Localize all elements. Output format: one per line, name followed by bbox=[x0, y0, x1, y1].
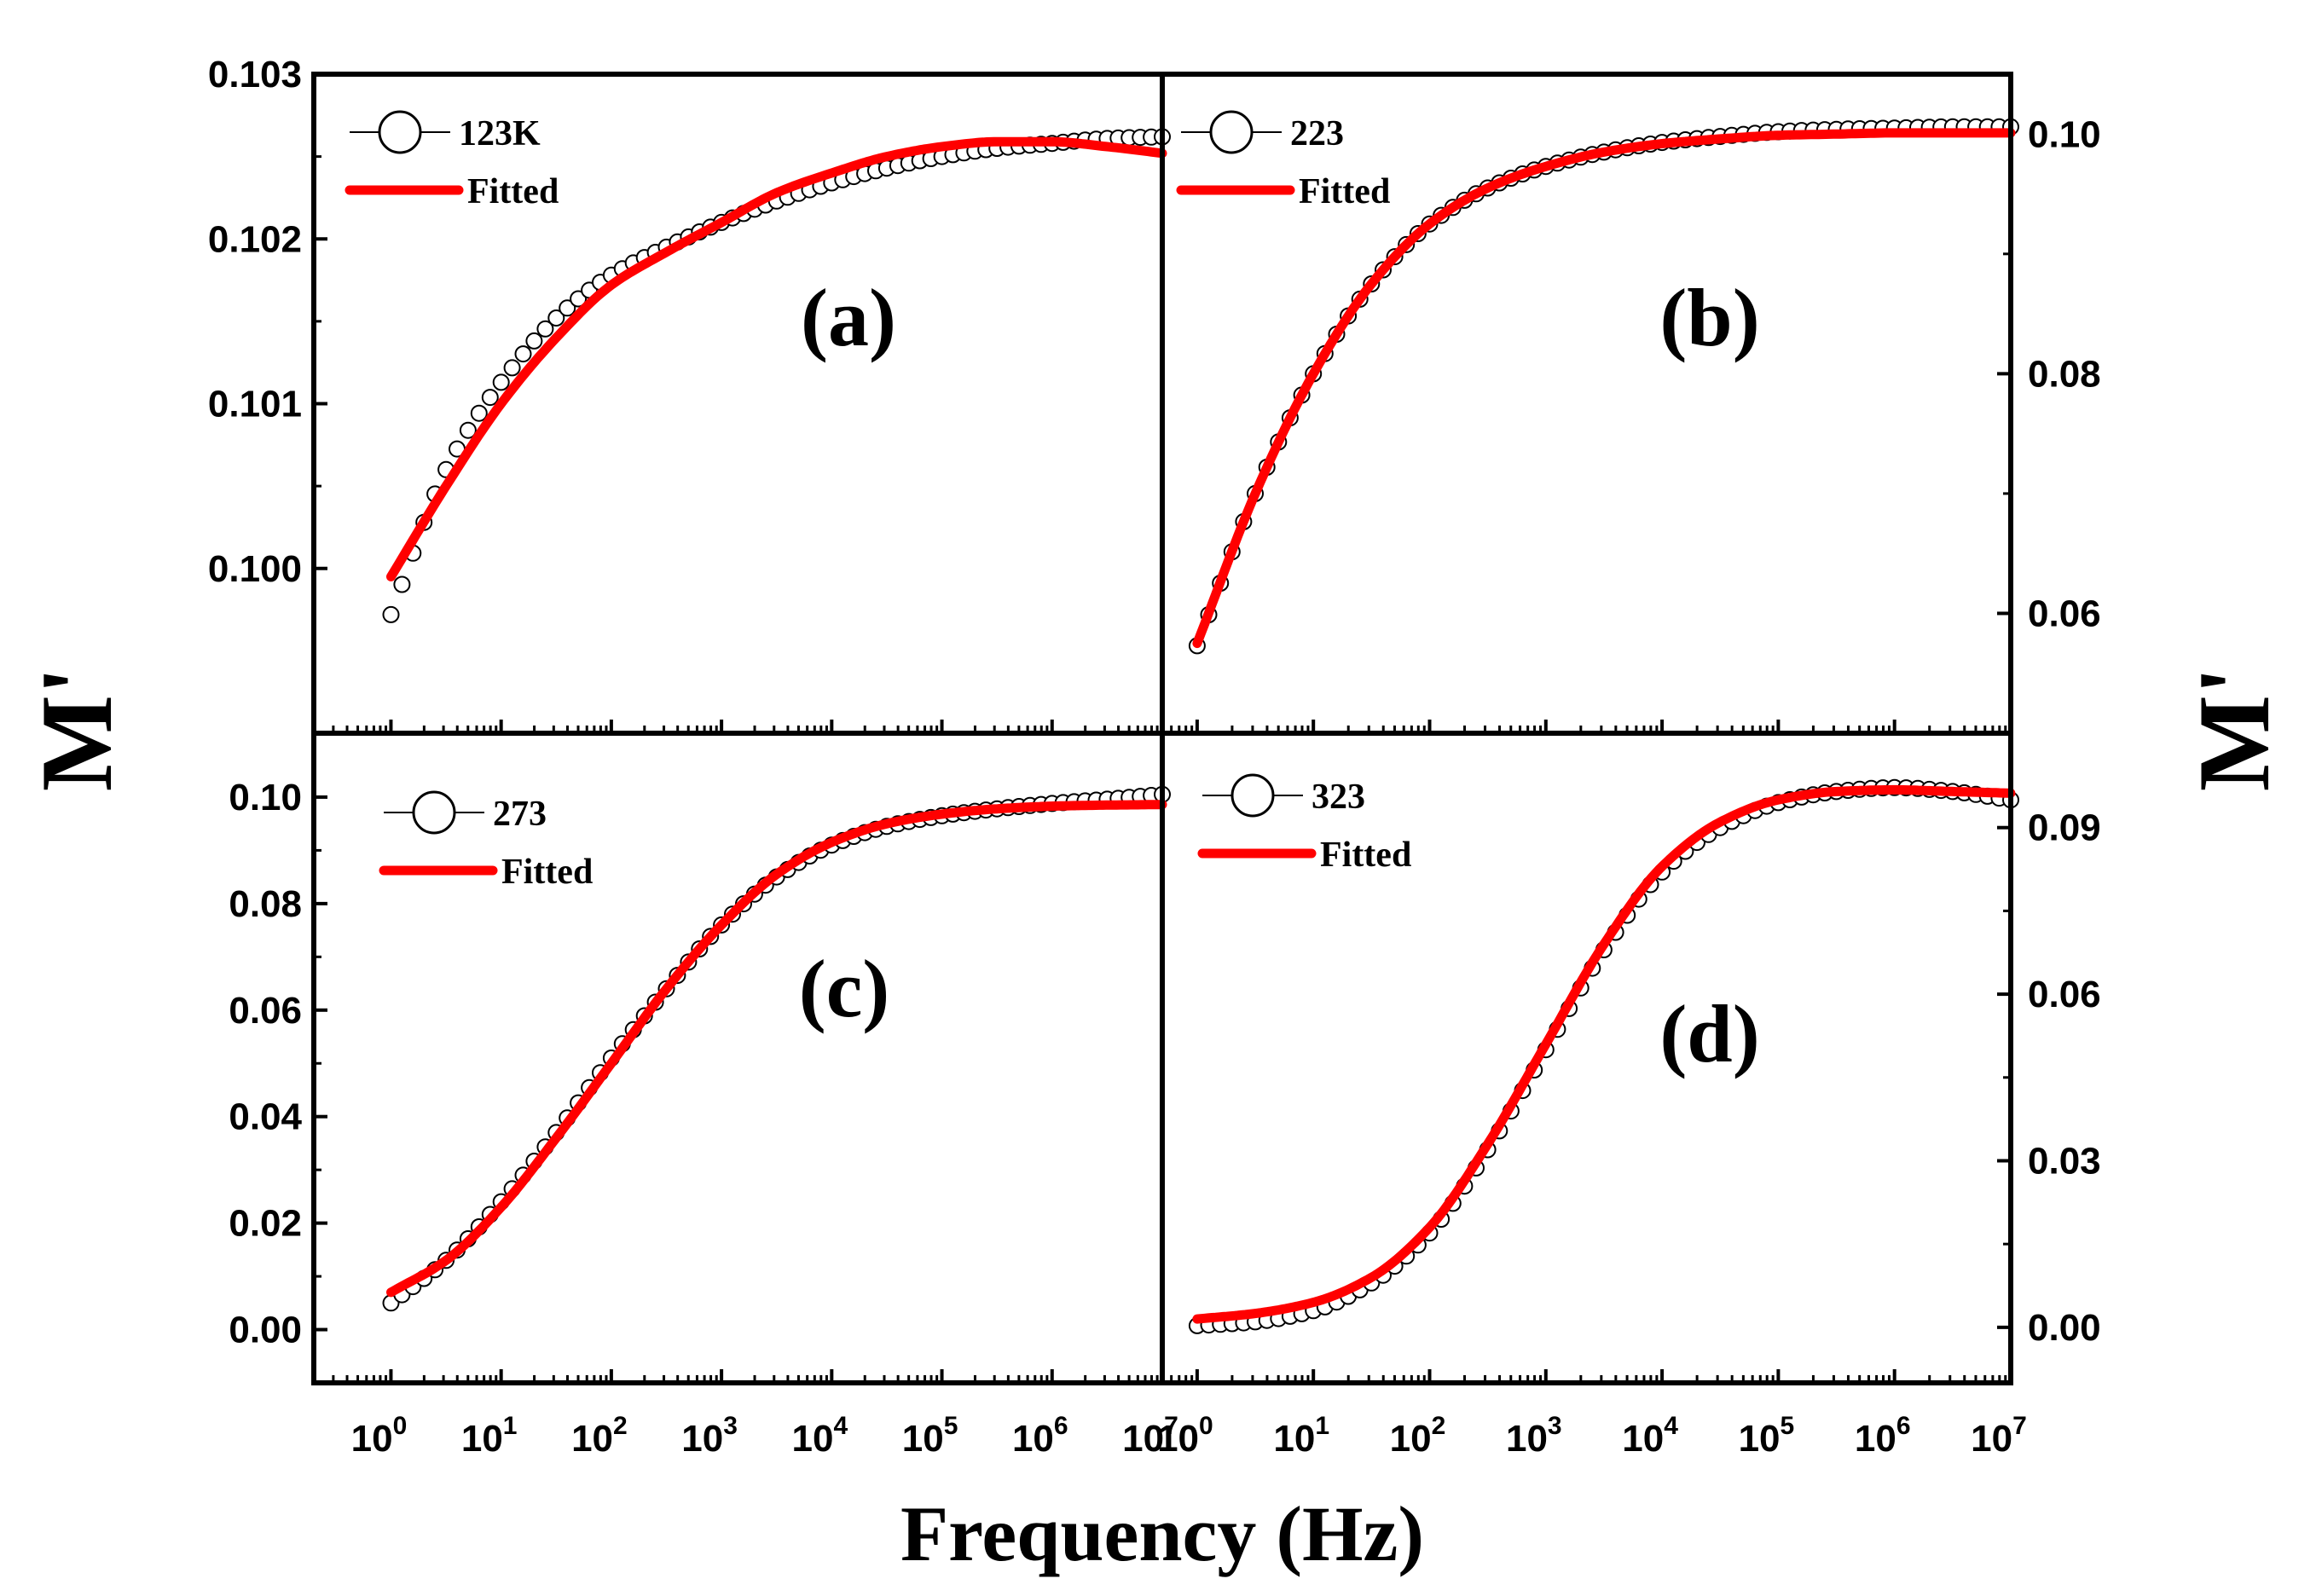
panels-layer: 0.1000.1010.1020.103123KFitted(a)0.060.0… bbox=[208, 54, 2101, 1460]
legend-fit-label: Fitted bbox=[467, 172, 559, 211]
x-tick-label: 104 bbox=[792, 1412, 848, 1460]
panel-label-c: (c) bbox=[799, 943, 890, 1034]
y-tick-label: 0.06 bbox=[229, 990, 302, 1032]
x-tick-label: 100 bbox=[1157, 1412, 1213, 1460]
x-tick-label: 100 bbox=[351, 1412, 408, 1460]
legend-marker-circle bbox=[412, 790, 456, 835]
y-tick-label: 0.10 bbox=[2028, 113, 2101, 155]
legend-data-label: 273 bbox=[493, 795, 547, 834]
y-tick-label: 0.100 bbox=[208, 548, 302, 590]
panel-label-a: (a) bbox=[801, 272, 896, 363]
y-tick-label: 0.00 bbox=[229, 1310, 302, 1351]
data-point bbox=[525, 332, 543, 350]
y-ticks-a: 0.100 0.101 0.102 0.103 bbox=[208, 54, 327, 590]
legend-data-label: 223 bbox=[1290, 114, 1344, 153]
x-tick-label: 106 bbox=[1855, 1412, 1911, 1460]
y-ticks-d: 0.00 0.03 0.06 0.09 bbox=[1997, 807, 2101, 1349]
data-point bbox=[503, 359, 521, 377]
y-tick-label: 0.04 bbox=[229, 1096, 302, 1138]
x-axis-title: Frequency (Hz) bbox=[900, 1490, 1424, 1577]
x-tick-label: 102 bbox=[571, 1412, 628, 1460]
panel-b: 0.06 0.08 0.10 223 Fitted (b) bbox=[1170, 110, 2101, 733]
legend-fit-label: Fitted bbox=[1320, 836, 1411, 875]
x-tick-label: 105 bbox=[902, 1412, 958, 1460]
data-point bbox=[382, 605, 400, 623]
y-axis-title-right: M' bbox=[2177, 667, 2290, 792]
x-tick-label: 107 bbox=[1122, 1412, 1178, 1460]
x-tick-label: 104 bbox=[1622, 1412, 1678, 1460]
fit-line-b bbox=[1192, 128, 2016, 649]
y-tick-label: 0.06 bbox=[2028, 974, 2101, 1015]
y-ticks-c: 0.00 0.02 0.04 0.06 0.08 0.10 bbox=[229, 777, 327, 1351]
x-tick-label: 107 bbox=[1971, 1412, 2027, 1460]
panel-label-b: (b) bbox=[1659, 272, 1759, 363]
panel-d: 0.00 0.03 0.06 0.09 100 101 102 103 104 105 106 107… bbox=[1157, 773, 2101, 1460]
y-tick-label: 0.08 bbox=[229, 883, 302, 925]
y-tick-label: 0.101 bbox=[208, 384, 302, 425]
x-tick-label: 106 bbox=[1012, 1412, 1068, 1460]
y-tick-label: 0.09 bbox=[2028, 807, 2101, 849]
legend-marker-circle bbox=[1230, 773, 1275, 818]
fit-line-a bbox=[386, 136, 1167, 581]
x-tick-label: 101 bbox=[1273, 1412, 1329, 1460]
data-point bbox=[559, 299, 576, 317]
x-tick-labels-c: 100 101 102 103 104 105 106 107 bbox=[351, 1412, 1178, 1460]
data-point bbox=[470, 404, 488, 422]
legend-fit-label: Fitted bbox=[501, 853, 593, 892]
x-tick-label: 101 bbox=[461, 1412, 518, 1460]
x-tick-label: 103 bbox=[681, 1412, 738, 1460]
x-tick-label: 105 bbox=[1739, 1412, 1795, 1460]
legend-data-label: 123K bbox=[459, 114, 541, 153]
y-tick-label: 0.103 bbox=[208, 54, 302, 95]
y-axis-title-left: M' bbox=[20, 667, 133, 792]
fit-line-d bbox=[1192, 784, 2016, 1324]
y-tick-label: 0.02 bbox=[229, 1203, 302, 1245]
y-tick-label: 0.06 bbox=[2028, 593, 2101, 634]
legend-fit-label: Fitted bbox=[1299, 172, 1390, 211]
legend-marker-circle bbox=[378, 110, 422, 154]
panel-label-d: (d) bbox=[1659, 988, 1759, 1079]
x-tick-labels-d: 100 101 102 103 104 105 106 107 bbox=[1157, 1412, 2027, 1460]
y-ticks-b: 0.06 0.08 0.10 bbox=[1997, 113, 2101, 634]
fit-line-c bbox=[386, 800, 1167, 1298]
y-tick-label: 0.00 bbox=[2028, 1307, 2101, 1349]
legend-d: 323 Fitted bbox=[1197, 773, 1411, 875]
y-tick-label: 0.102 bbox=[208, 218, 302, 260]
data-point bbox=[459, 421, 477, 439]
panel-a: 0.100 0.101 0.102 0.103 123K Fitted (a) bbox=[208, 54, 1171, 733]
x-tick-label: 102 bbox=[1390, 1412, 1446, 1460]
legend-a: 123K Fitted bbox=[345, 110, 559, 211]
y-tick-label: 0.08 bbox=[2028, 353, 2101, 395]
data-point bbox=[547, 309, 565, 327]
data-point bbox=[514, 345, 532, 363]
data-point bbox=[492, 373, 510, 391]
data-point bbox=[570, 290, 588, 308]
y-tick-label: 0.10 bbox=[229, 777, 302, 818]
data-point bbox=[393, 575, 411, 593]
data-point bbox=[536, 320, 554, 338]
legend-c: 273 Fitted bbox=[379, 790, 593, 892]
legend-marker-circle bbox=[1209, 110, 1254, 154]
legend-data-label: 323 bbox=[1312, 778, 1365, 817]
legend-b: 223 Fitted bbox=[1176, 110, 1390, 211]
y-tick-label: 0.03 bbox=[2028, 1140, 2101, 1182]
x-tick-label: 103 bbox=[1506, 1412, 1562, 1460]
data-point bbox=[481, 389, 499, 407]
series-markers-d bbox=[1188, 778, 2019, 1334]
